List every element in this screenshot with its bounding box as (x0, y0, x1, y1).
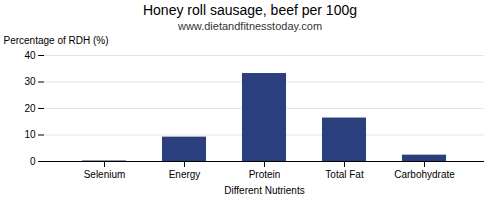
html-text:Honey roll sausage, beef per 1: Honey roll sausage, beef per 100g (143, 2, 357, 18)
svg-text:Protein: Protein (249, 169, 281, 180)
svg-text:0: 0 (30, 156, 36, 167)
svg-text:Carbohydrate: Carbohydrate (394, 169, 455, 180)
svg-text:Selenium: Selenium (84, 169, 126, 180)
svg-text:20: 20 (24, 103, 36, 114)
svg-text:40: 40 (24, 50, 36, 61)
html-text:www.dietandfitnesstoday.com: www.dietandfitnesstoday.com (178, 20, 322, 32)
svg-text:Energy: Energy (169, 169, 201, 180)
svg-text:Percentage of RDH (%): Percentage of RDH (%) (4, 35, 109, 46)
svg-text:Different Nutrients: Different Nutrients (224, 185, 304, 196)
svg-text:10: 10 (24, 129, 36, 140)
svg-text:30: 30 (24, 76, 36, 87)
svg-text:Total Fat: Total Fat (325, 169, 364, 180)
